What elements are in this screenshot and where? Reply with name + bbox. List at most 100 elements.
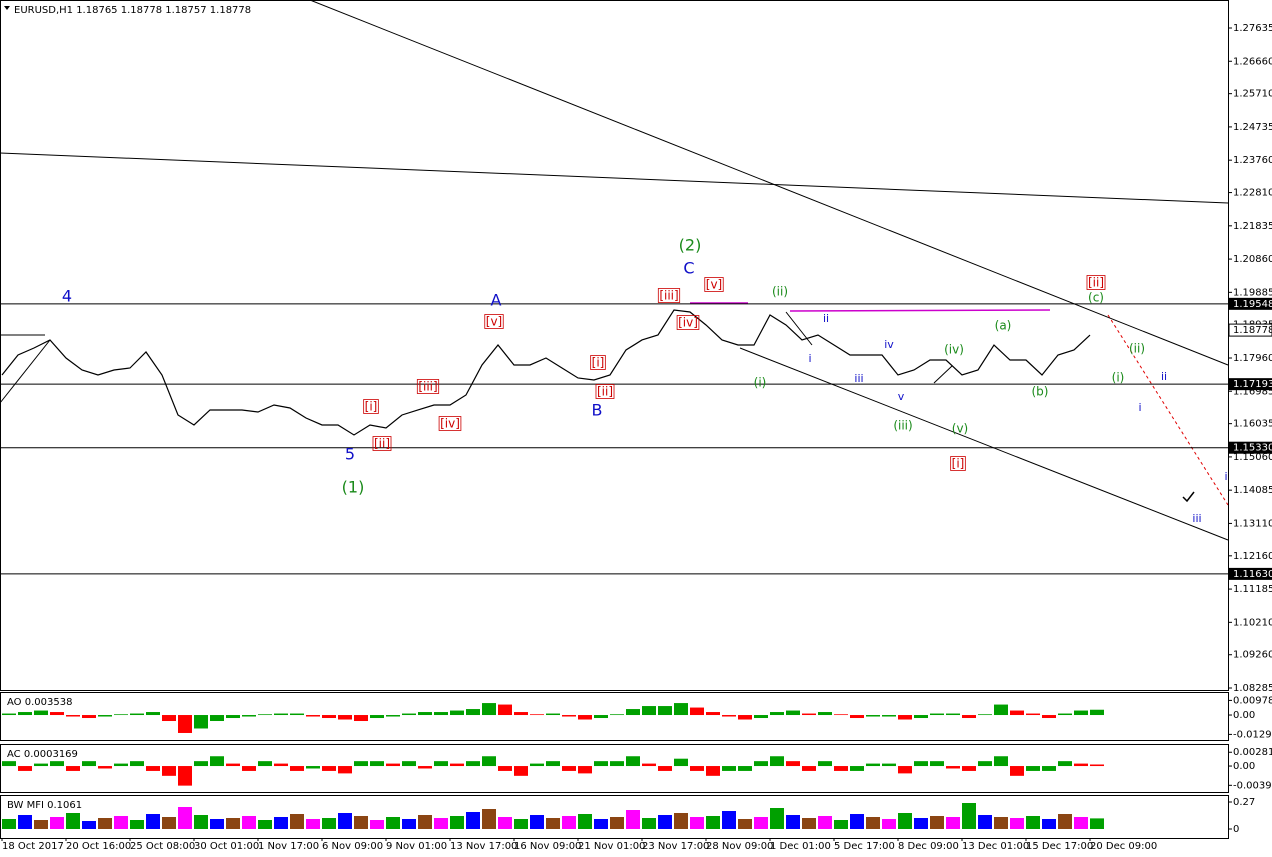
wave-label: iii [854, 372, 863, 385]
indicator-bar [690, 707, 704, 716]
indicator-bar [226, 763, 240, 767]
indicator-bar [386, 763, 400, 767]
y-tick-label: 1.16985 [1233, 386, 1272, 397]
y-tick-label: 1.23760 [1233, 155, 1272, 166]
indicator-bar [946, 766, 960, 769]
indicator-bar [578, 814, 592, 829]
indicator-bar [642, 763, 656, 767]
indicator-bar [610, 761, 624, 767]
wave-label-box [590, 355, 606, 370]
indicator-bar [930, 816, 944, 829]
indicator-bar [866, 817, 880, 829]
indicator-bar [514, 712, 528, 716]
indicator-bar [770, 808, 784, 829]
indicator-bar [834, 820, 848, 829]
indicator-bar [994, 756, 1008, 767]
x-tick-label: 18 Oct 2017 [2, 841, 64, 852]
indicator-bar [1026, 766, 1040, 771]
indicator-bar [946, 817, 960, 829]
wave-label: (i) [1112, 371, 1125, 385]
indicator-bar [178, 807, 192, 829]
wave-label: (iv) [944, 343, 964, 357]
y-tick-label: 1.15060 [1233, 452, 1272, 463]
indicator-bar [770, 712, 784, 716]
indicator-bar [306, 715, 320, 717]
indicator-bar [754, 761, 768, 767]
indicator-bar [338, 766, 352, 774]
indicator-bar [1042, 766, 1056, 771]
indicator-bar [2, 761, 16, 767]
y-tick-label: 1.11185 [1233, 584, 1272, 595]
indicator-bar [1090, 709, 1104, 716]
magenta-line [789, 309, 1051, 312]
indicator-bar [450, 763, 464, 767]
indicator-bar [418, 766, 432, 769]
wave-label-box [704, 277, 724, 292]
indicator-bar [82, 715, 96, 719]
wave-label: (ii) [772, 285, 788, 299]
indicator-bar [994, 817, 1008, 829]
indicator-bar [978, 761, 992, 767]
y-tick-label: 1.10210 [1233, 617, 1272, 628]
indicator-bar [738, 819, 752, 829]
indicator-bar [146, 766, 160, 771]
wave-label: [ii] [1088, 276, 1104, 290]
x-tick-label: 25 Oct 08:00 [130, 841, 195, 852]
indicator-bar [802, 818, 816, 829]
indicator-bar [1026, 816, 1040, 829]
indicator-bar [1090, 764, 1104, 767]
x-tick-label: 23 Nov 17:00 [642, 841, 709, 852]
trend-line [785, 311, 813, 346]
indicator-bar [658, 815, 672, 829]
indicator-bar [306, 819, 320, 829]
indicator-bar [66, 813, 80, 829]
panel-label: BW MFI 0.1061 [7, 800, 82, 811]
wave-label: ii [823, 312, 829, 325]
indicator-bar [642, 706, 656, 716]
trend-line [0, 152, 1229, 204]
level-box [1229, 441, 1272, 454]
indicator-bar [658, 766, 672, 771]
indicator-bar [882, 715, 896, 717]
indicator-bar [1058, 713, 1072, 716]
panel-label: AO 0.003538 [7, 697, 72, 708]
wave-label-box [438, 416, 462, 431]
wave-label: [i] [592, 356, 605, 370]
y-tick-label: 1.14085 [1233, 485, 1272, 496]
wave-label: i [1224, 470, 1227, 483]
indicator-bar [706, 712, 720, 716]
indicator-bar [114, 816, 128, 829]
indicator-bar [82, 821, 96, 829]
indicator-bar [850, 715, 864, 719]
x-tick-label: 5 Dec 17:00 [834, 841, 895, 852]
wave-label: [ii] [374, 437, 390, 451]
indicator-bar [978, 815, 992, 829]
indicator-bar [818, 761, 832, 767]
wave-label: ii [1161, 370, 1167, 383]
indicator-bar [274, 763, 288, 767]
y-tick-label: 0 [1233, 824, 1239, 835]
indicator-bar [130, 713, 144, 716]
indicator-bar [226, 715, 240, 719]
wave-label: iii [1192, 512, 1201, 525]
indicator-bar [162, 715, 176, 722]
indicator-bar [786, 710, 800, 716]
indicator-bar [834, 714, 848, 716]
y-tick-label: 1.12160 [1233, 551, 1272, 562]
indicator-bar [98, 715, 112, 717]
indicator-bar [642, 818, 656, 829]
y-tick-label: 1.21835 [1233, 221, 1272, 232]
ac-panel [0, 744, 1229, 793]
current-price-label: 1.18778 [1233, 325, 1272, 336]
indicator-bar [818, 712, 832, 716]
indicator-bar [1042, 715, 1056, 719]
indicator-bar [434, 712, 448, 716]
wave-label: (b) [1032, 385, 1049, 399]
indicator-bar [370, 761, 384, 767]
indicator-bar [34, 820, 48, 829]
level-label: 1.19548 [1233, 299, 1272, 310]
indicator-bar [690, 766, 704, 771]
wave-label: [ii] [597, 385, 613, 399]
y-tick-label: 1.13110 [1233, 518, 1272, 529]
wave-label: A [491, 291, 502, 310]
